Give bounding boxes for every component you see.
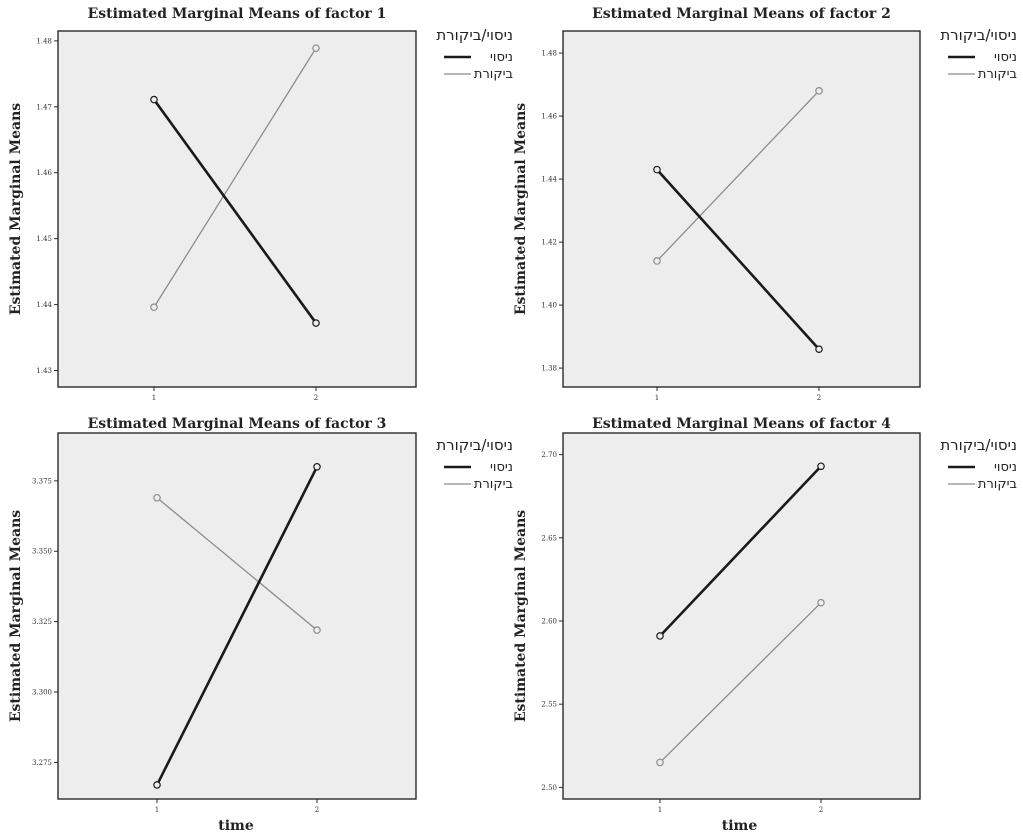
y-tick-label: 1.46 [541, 113, 557, 121]
series-line [656, 90, 820, 262]
chart-title: Estimated Marginal Means of factor 2 [592, 6, 891, 22]
legend-entry: ניסוי [490, 50, 513, 65]
legend-entry: ביקורת [474, 477, 513, 492]
x-tick-label: 2 [819, 806, 823, 814]
data-point [817, 598, 825, 607]
legend-entry: ניסוי [994, 460, 1017, 475]
x-tick-label: 1 [655, 394, 659, 402]
y-tick-label: 2.55 [541, 701, 557, 709]
plot-area [57, 432, 417, 800]
legend-entry: ביקורת [978, 67, 1017, 82]
data-point [313, 462, 321, 471]
data-point [312, 44, 320, 52]
series-control [150, 44, 320, 312]
y-tick-label: 1.43 [36, 367, 52, 375]
plot-area [57, 30, 417, 388]
y-tick-label: 2.65 [541, 534, 557, 542]
x-tick-label: 1 [658, 806, 662, 814]
data-point [150, 303, 158, 312]
data-point [153, 781, 161, 789]
data-point [312, 319, 320, 327]
series-line [659, 602, 822, 764]
y-tick-label: 1.44 [541, 176, 557, 184]
x-tick-label: 2 [817, 394, 821, 402]
legend-title: ניסוי/ביקורת [436, 436, 513, 454]
chart-panel-3: Estimated Marginal Means of factor 3 Esti… [8, 416, 513, 834]
legend-entry: ביקורת [474, 67, 513, 82]
chart-panel-2: Estimated Marginal Means of factor 2 Esti… [513, 6, 1017, 402]
data-point [653, 165, 661, 174]
chart-panel-4: Estimated Marginal Means of factor 4 Esti… [513, 416, 1017, 834]
x-tick-label: 1 [155, 806, 159, 814]
y-axis-label: Estimated Marginal Means [513, 510, 529, 722]
series-line [655, 168, 821, 351]
y-tick-label: 1.44 [36, 301, 52, 309]
y-tick-label: 2.60 [541, 617, 557, 625]
y-axis-label: Estimated Marginal Means [513, 103, 529, 315]
y-tick-label: 1.47 [36, 103, 52, 111]
x-tick-label: 1 [152, 394, 156, 402]
series-control [656, 598, 825, 767]
data-point [656, 632, 664, 640]
y-tick-label: 2.70 [541, 451, 557, 459]
chart-panel-1: Estimated Marginal Means of factor 1 Esti… [8, 6, 513, 402]
legend-title: ניסוי/ביקורת [940, 436, 1017, 454]
legend-title: ניסוי/ביקורת [436, 26, 513, 44]
plot-area [562, 432, 921, 800]
y-tick-label: 1.42 [541, 239, 557, 247]
y-axis-label: Estimated Marginal Means [8, 510, 24, 722]
y-tick-label: 2.50 [541, 784, 557, 792]
series-line [155, 465, 319, 787]
data-point [313, 626, 321, 634]
y-tick-label: 3.300 [32, 689, 52, 697]
y-tick-label: 1.38 [541, 365, 557, 373]
series-experiment [153, 462, 321, 789]
series-line [658, 464, 823, 638]
y-tick-label: 3.350 [32, 548, 52, 556]
data-point [150, 95, 158, 104]
series-line [152, 98, 318, 325]
data-point [656, 758, 664, 767]
legend: ניסוי/ביקורת ניסוי ביקורת [940, 436, 1017, 492]
series-experiment [656, 462, 825, 640]
y-tick-label: 3.325 [32, 618, 52, 626]
data-point [653, 257, 661, 265]
y-tick-label: 1.48 [541, 50, 557, 58]
data-point [817, 462, 825, 471]
series-line [153, 47, 317, 308]
series-experiment [150, 95, 320, 327]
x-tick-label: 2 [314, 394, 318, 402]
data-point [815, 345, 823, 353]
legend-entry: ניסוי [994, 50, 1017, 65]
chart-title: Estimated Marginal Means of factor 4 [592, 416, 891, 432]
data-point [153, 493, 161, 502]
data-point [815, 87, 823, 95]
y-tick-label: 3.375 [32, 477, 52, 485]
legend: ניסוי/ביקורת ניסוי ביקורת [436, 26, 513, 82]
y-tick-label: 3.275 [32, 759, 52, 767]
series-control [153, 493, 321, 634]
plot-area [562, 30, 921, 388]
series-experiment [653, 165, 823, 353]
legend-title: ניסוי/ביקורת [940, 26, 1017, 44]
x-tick-label: 2 [315, 806, 319, 814]
series-line [156, 497, 318, 631]
y-tick-label: 1.46 [36, 169, 52, 177]
chart-title: Estimated Marginal Means of factor 1 [88, 6, 387, 22]
y-tick-label: 1.45 [36, 235, 52, 243]
legend-entry: ניסוי [490, 460, 513, 475]
x-axis-label: time [722, 818, 758, 834]
y-tick-label: 1.48 [36, 37, 52, 45]
legend: ניסוי/ביקורת ניסוי ביקורת [940, 26, 1017, 82]
y-tick-label: 1.40 [541, 302, 557, 310]
legend: ניסוי/ביקורת ניסוי ביקורת [436, 436, 513, 492]
chart-title: Estimated Marginal Means of factor 3 [88, 416, 387, 432]
series-control [653, 87, 823, 265]
x-axis-label: time [218, 818, 254, 834]
y-axis-label: Estimated Marginal Means [8, 103, 24, 315]
legend-entry: ביקורת [978, 477, 1017, 492]
